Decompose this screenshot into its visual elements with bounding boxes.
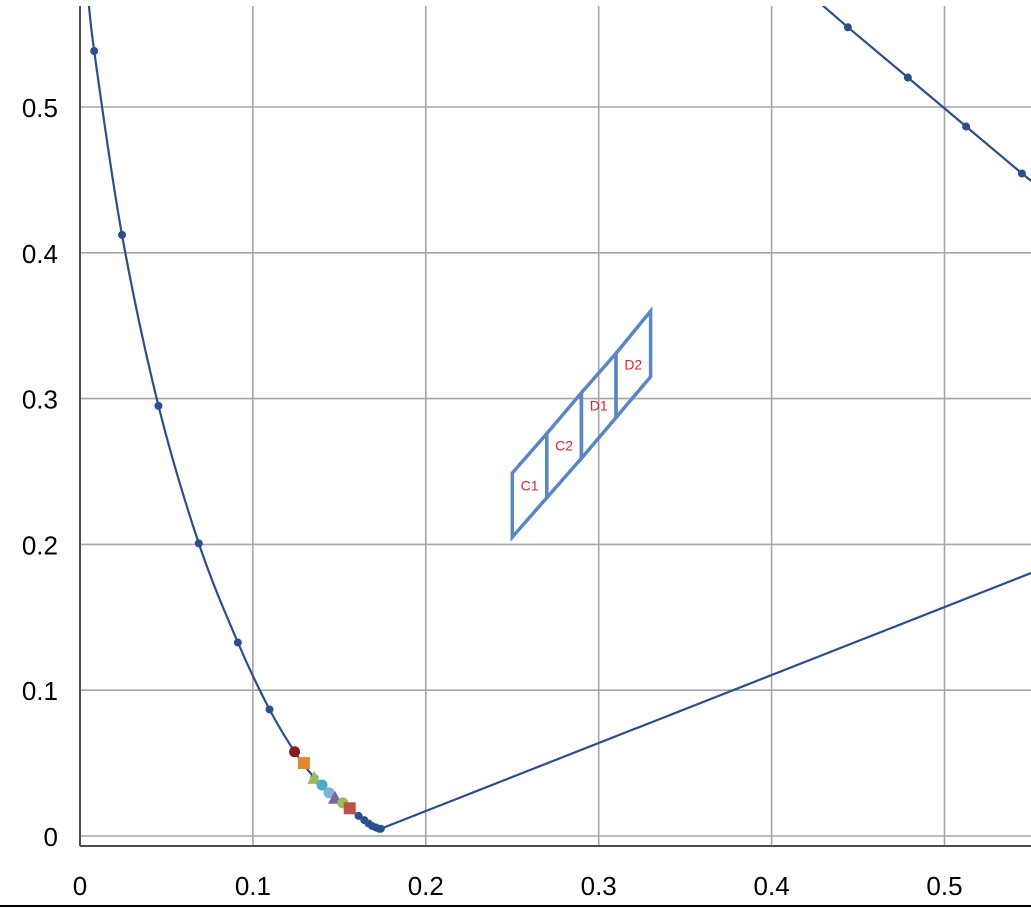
series-point — [354, 811, 363, 820]
y-tick-label: 0.2 — [22, 530, 58, 560]
series — [87, 6, 1031, 833]
x-tick-label: 0.2 — [408, 871, 444, 901]
markers — [289, 746, 356, 815]
series-point — [843, 23, 852, 32]
x-tick-label: 0.5 — [926, 871, 962, 901]
marker-circle — [289, 746, 301, 758]
series-clip-group — [87, 6, 1031, 833]
series-point — [118, 230, 127, 239]
x-tick-label: 0.1 — [235, 871, 271, 901]
y-tick-label: 0.3 — [22, 385, 58, 415]
marker-circle — [316, 779, 328, 791]
series-point — [265, 705, 274, 714]
series-line-spectral-locus-top-right — [821, 6, 1031, 183]
region-label-c2: C2 — [555, 438, 573, 454]
series-line-purple-line — [380, 571, 1031, 830]
series-point — [154, 401, 163, 410]
region-label-d1: D1 — [590, 398, 608, 414]
y-tick-label: 0.4 — [22, 239, 58, 269]
region-label-c1: C1 — [521, 477, 539, 493]
marker-circle — [323, 787, 335, 799]
x-tick-label: 0.3 — [581, 871, 617, 901]
marker-square — [343, 802, 356, 815]
series-point — [194, 539, 203, 548]
region-d2 — [614, 306, 653, 423]
series-point — [962, 122, 971, 131]
y-tick-label: 0 — [44, 822, 58, 852]
grid — [80, 6, 1031, 846]
series-point — [90, 47, 99, 56]
marker-triangle — [307, 770, 322, 784]
y-tick-label: 0.1 — [22, 676, 58, 706]
x-tick-label: 0.4 — [754, 871, 790, 901]
series-point — [1017, 169, 1026, 178]
region-label-d2: D2 — [624, 357, 642, 373]
marker-square — [297, 757, 310, 770]
series-line-spectral-locus-left — [87, 6, 382, 831]
tick-labels: 0 0.1 0.2 0.3 0.4 0.5 0 0.1 0.2 0.3 0.4 0.5 — [22, 93, 963, 901]
x-tick-label: 0 — [73, 871, 87, 901]
y-tick-label: 0.5 — [22, 93, 58, 123]
plot-frame — [0, 6, 1031, 907]
series-point — [903, 73, 912, 82]
binning-regions: C1 C2 D1 D2 — [510, 306, 653, 542]
series-point — [233, 638, 242, 647]
